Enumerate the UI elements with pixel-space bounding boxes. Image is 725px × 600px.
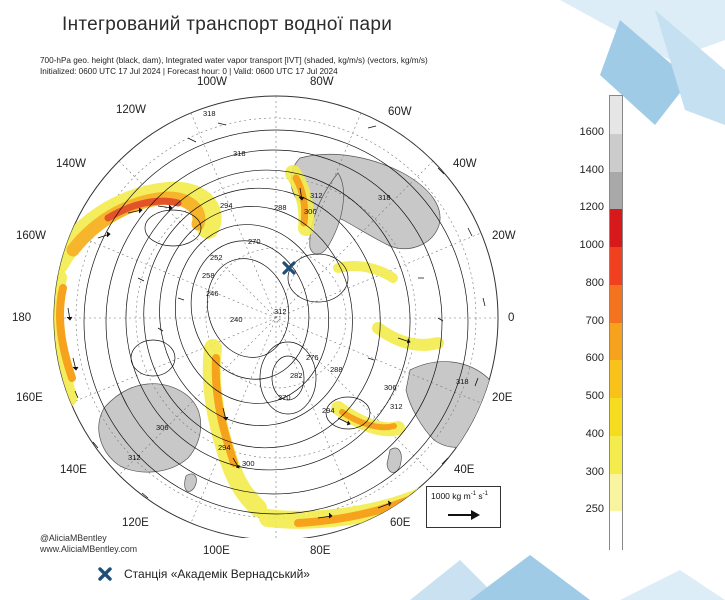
colorbar-segment [610,435,622,474]
vector-legend-sup-s: -1 [482,491,489,498]
vector-legend-sup-m: -1 [470,491,477,498]
colorbar-tick-label: 400 [585,427,604,440]
contour-label: 288 [330,365,343,374]
colorbar-segment [610,247,622,286]
vector-legend-text: 1000 kg m-1 s-1 [431,491,488,501]
contour-label: 282 [290,371,303,380]
lon-label-100w: 100W [197,76,228,88]
lon-label-40w: 40W [453,158,477,170]
colorbar-segment [610,284,622,323]
lon-label-20w: 20W [492,230,516,242]
colorbar-segment [610,209,622,248]
colorbar-segment [610,171,622,210]
colorbar-tick-label: 1000 [579,239,604,251]
contour-label: 312 [310,191,323,200]
land-madagascar [386,447,402,473]
contour-label: 312 [274,307,287,316]
contour-label: 258 [202,271,215,280]
vector-legend-unit-s: s [476,491,483,501]
contour-label: 312 [390,402,403,411]
contour-label: 276 [306,353,319,362]
contour-label: 318 [456,377,469,386]
lon-label-160e: 160E [16,392,43,404]
vector-legend-value: 1000 kg m [431,491,471,501]
lon-label-160w: 160W [16,230,47,242]
credit-url: www.AliciaMBentley.com [40,543,138,554]
contour-label: 240 [230,315,243,324]
decor-bottom [410,555,725,600]
colorbar-tick-label: 250 [585,503,604,516]
map-header-line2: Initialized: 0600 UTC 17 Jul 2024 | Fore… [40,66,338,76]
contour-label: 318 [203,109,216,118]
credit-handle: @AliciaMBentley [40,533,107,543]
contour-label: 312 [128,453,141,462]
colorbar-segment [610,473,622,512]
station-marker [282,261,296,275]
colorbar-segment [610,96,622,135]
station-cross-icon [98,567,112,581]
colorbar-segment [610,511,622,550]
colorbar-tick-label: 500 [585,390,604,402]
decor-top-right [560,0,725,125]
station-legend: Станція «Академік Вернадський» [98,565,310,583]
vector-legend: 1000 kg m-1 s-1 [426,486,501,528]
slide-title: Інтегрований транспорт водної пари [62,14,393,35]
lon-label-0: 0 [508,312,515,324]
contour-label: 306 [156,423,169,432]
contour-label: 318 [378,193,391,202]
contour-label: 270 [248,237,261,246]
height-contours [83,129,469,515]
lon-label-60w: 60W [388,106,412,118]
map-credit: @AliciaMBentley www.AliciaMBentley.com [40,533,137,554]
colorbar-tick-label: 1200 [579,201,604,214]
colorbar-tick-label: 800 [585,276,604,289]
lon-label-40e: 40E [454,464,475,476]
lon-label-140e: 140E [60,464,87,476]
contour-label: 300 [242,459,255,468]
lon-label-20e: 20E [492,392,513,404]
lon-label-180: 180 [12,312,32,324]
land-new-zealand [184,473,197,492]
colorbar-tick-label: 700 [585,314,604,327]
contour-label: 294 [218,443,231,452]
map-header: 700-hPa geo. height (black, dam), Integr… [40,56,560,77]
ivt-colorbar [609,95,623,550]
contour-label: 294 [220,201,233,210]
colorbar-segment [610,360,622,399]
colorbar-segment [610,398,622,437]
lon-label-80e: 80E [310,545,331,557]
colorbar-tick-label: 600 [585,352,604,365]
contour-label: 318 [233,149,246,158]
lon-label-140w: 140W [56,158,87,170]
lon-label-120w: 120W [116,104,147,116]
lon-label-80w: 80W [310,76,334,88]
ivt-vectors [66,122,486,519]
contour-label: 306 [304,207,317,216]
contour-label: 306 [384,383,397,392]
station-legend-label: Станція «Академік Вернадський» [124,567,310,581]
contour-label: 294 [322,406,335,415]
colorbar-segment [610,133,622,172]
lon-label-100e: 100E [203,545,230,557]
polar-map: 318 318 294 288 312 306 318 270 252 258 … [53,95,499,538]
vector-legend-arrow-icon [448,510,480,520]
contour-label: 270 [278,393,291,402]
contour-label: 252 [210,253,223,262]
colorbar-tick-label: 1400 [579,163,604,176]
contour-label-group: 318 318 294 288 312 306 318 270 252 258 … [128,109,469,468]
lon-label-120e: 120E [122,517,149,529]
land-australia [98,383,202,473]
contour-label: 288 [274,203,287,212]
colorbar-tick-label: 1600 [579,125,604,138]
contour-label: 246 [206,289,219,298]
colorbar-tick-label: 300 [585,465,604,478]
colorbar-segment [610,322,622,361]
map-header-line1: 700-hPa geo. height (black, dam), Integr… [40,56,428,65]
lon-label-60e: 60E [390,517,411,529]
